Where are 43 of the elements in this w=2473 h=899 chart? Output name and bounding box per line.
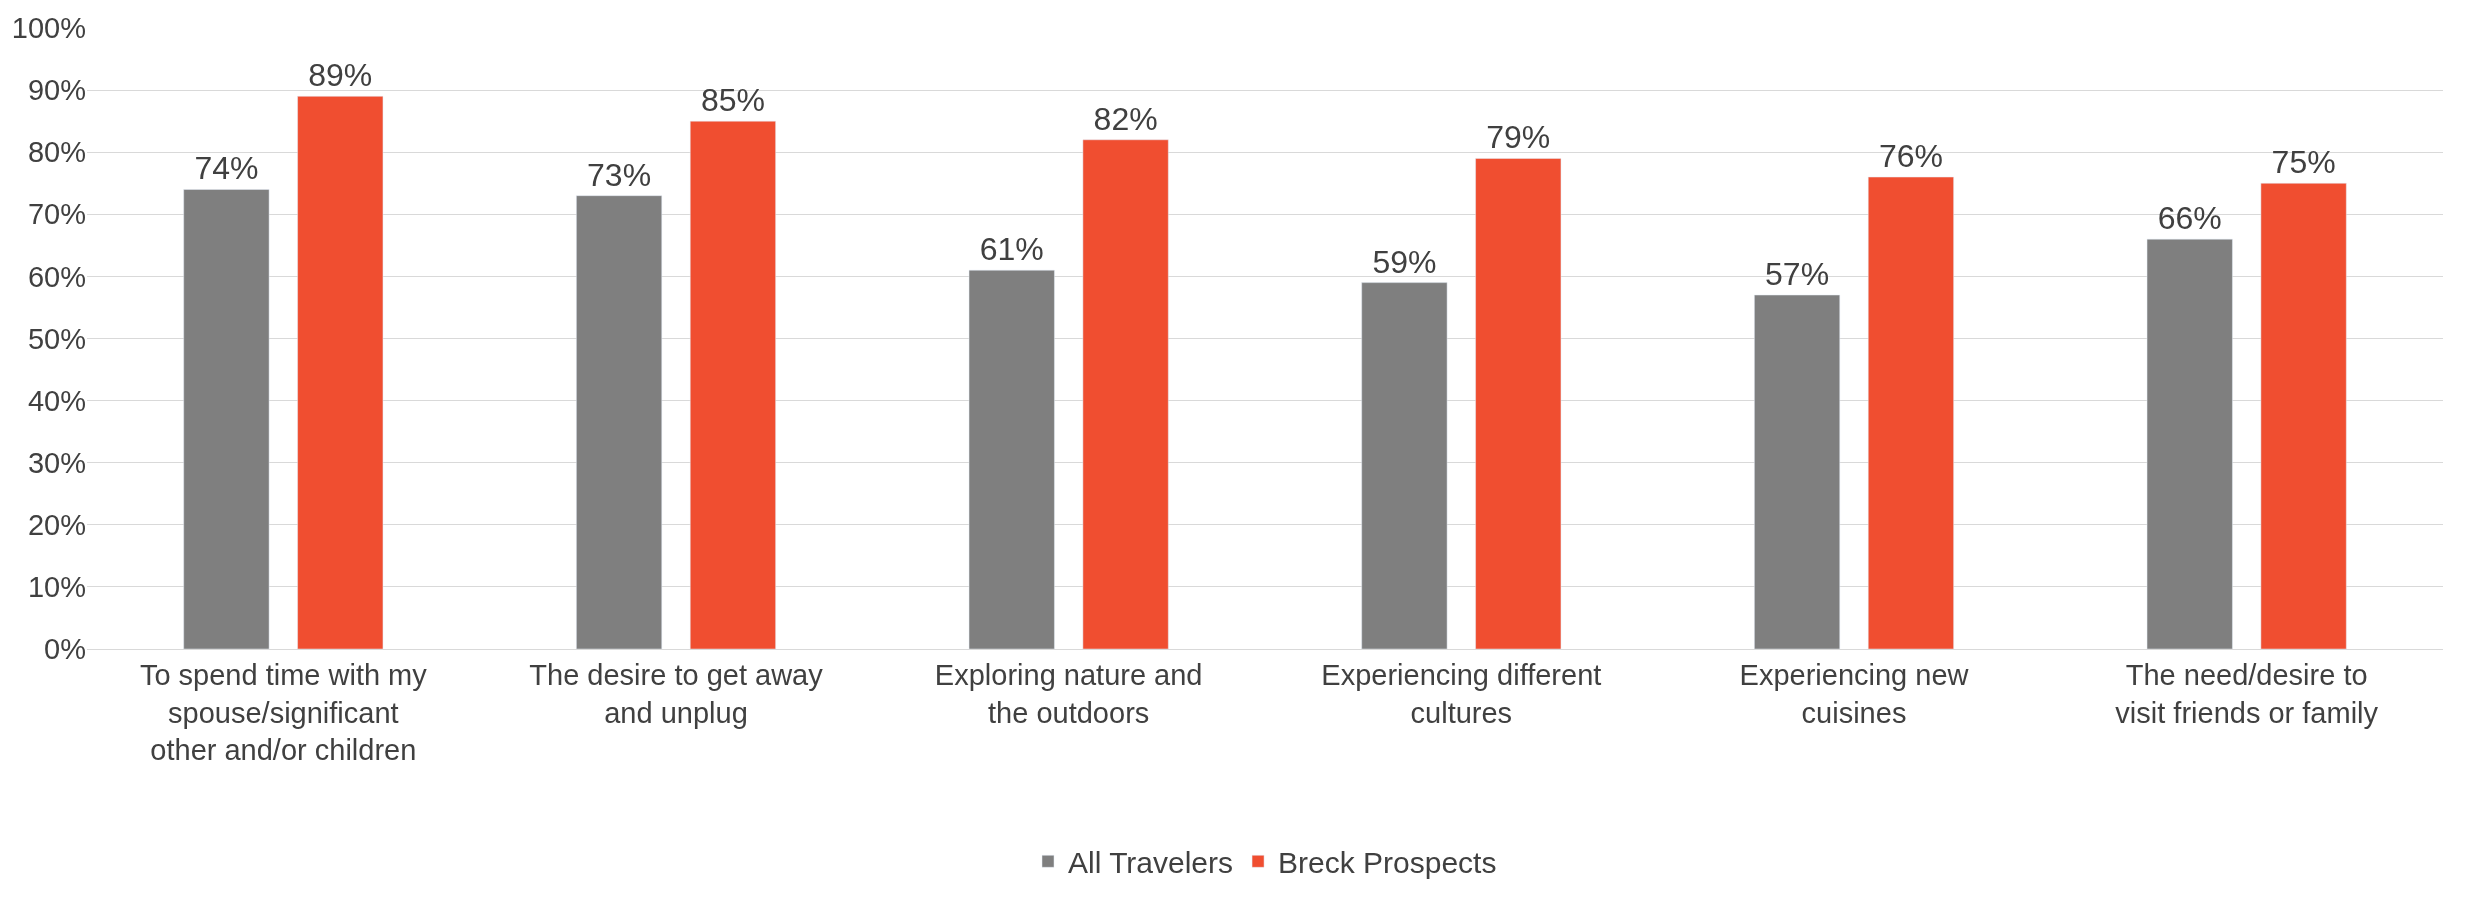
- y-tick-label: 40%: [27, 384, 86, 417]
- y-tick-label: 10%: [27, 571, 86, 604]
- data-label: 59%: [1372, 243, 1437, 280]
- x-tick-label: Experiencing new cuisines: [1739, 658, 1970, 729]
- bar: [2146, 238, 2233, 649]
- data-label: 73%: [587, 156, 652, 193]
- bar: [1361, 282, 1448, 649]
- y-tick-label: 50%: [27, 322, 86, 355]
- bar: [1754, 294, 1841, 649]
- bar: [1082, 139, 1169, 649]
- data-label: 89%: [308, 57, 373, 94]
- y-tick-label: 90%: [27, 74, 86, 107]
- x-tick-label: The need/desire to visit friends or family: [2115, 658, 2379, 729]
- x-tick-label: The desire to get away and unplug: [529, 658, 824, 729]
- bar: [1475, 158, 1562, 649]
- bar: [968, 269, 1055, 649]
- y-tick-label: 30%: [27, 446, 86, 479]
- data-label: 74%: [194, 150, 259, 187]
- y-tick-label: 70%: [27, 198, 86, 231]
- data-label: 82%: [1093, 100, 1158, 137]
- y-tick-label: 100%: [11, 12, 86, 45]
- data-label: 66%: [2157, 200, 2222, 237]
- y-tick-label: 60%: [27, 260, 86, 293]
- y-tick-label: 0%: [44, 633, 86, 666]
- data-label: 57%: [1765, 256, 1830, 293]
- legend-label: Breck Prospects: [1278, 846, 1497, 879]
- x-tick-label: To spend time with my spouse/significant other and/or children: [139, 658, 428, 767]
- bar: [689, 120, 776, 649]
- bar: [297, 96, 384, 649]
- bar: [2260, 183, 2347, 649]
- y-tick-label: 80%: [27, 136, 86, 169]
- data-label: 85%: [700, 82, 765, 119]
- data-label: 75%: [2271, 144, 2336, 181]
- bar: [576, 195, 663, 649]
- data-label: 76%: [1878, 138, 1943, 175]
- legend-label: All Travelers: [1068, 846, 1234, 879]
- data-label: 79%: [1486, 119, 1551, 156]
- x-tick-label: Exploring nature and the outdoors: [934, 658, 1203, 729]
- x-tick-label: Experiencing different cultures: [1321, 658, 1602, 729]
- y-tick-label: 20%: [27, 508, 86, 541]
- data-label: 61%: [979, 231, 1044, 268]
- bar: [183, 189, 270, 649]
- bar: [1867, 176, 1954, 649]
